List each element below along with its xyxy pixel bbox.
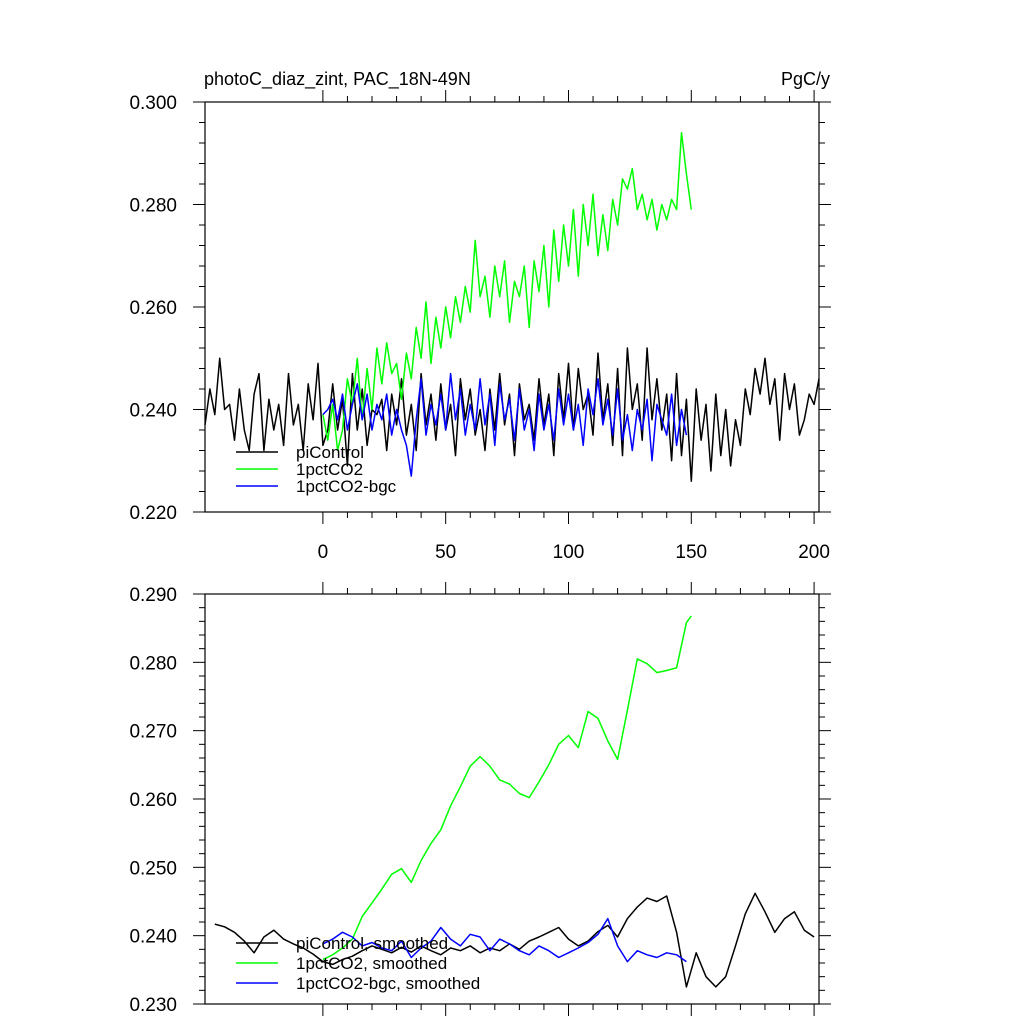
panel-top-series xyxy=(204,132,820,482)
y-tick-label: 0.260 xyxy=(129,790,177,811)
panel-top-title: photoC_diaz_zint, PAC_18N-49N xyxy=(204,69,471,90)
panel-top-tick-labels: 0 50 100 150 200 0.220 0.240 0.260 0.280 0.300 xyxy=(129,93,829,563)
panel-top: photoC_diaz_zint, PAC_18N-49N PgC/y 0 50 1… xyxy=(129,69,831,563)
y-tick-label: 0.220 xyxy=(129,503,177,524)
series-line-2 xyxy=(322,372,688,477)
panel-bottom-tick-labels: 0.230 0.240 0.250 0.260 0.270 0.280 0.290 xyxy=(129,585,177,1016)
series-line-2 xyxy=(322,917,687,963)
y-tick-label: 0.250 xyxy=(129,858,177,879)
x-tick-label: 0 xyxy=(318,542,329,563)
y-tick-label: 0.260 xyxy=(129,298,177,319)
y-tick-label: 0.270 xyxy=(129,722,177,743)
x-tick-label: 100 xyxy=(553,542,585,563)
panel-top-units: PgC/y xyxy=(781,69,830,89)
x-tick-label: 200 xyxy=(798,542,830,563)
y-tick-label: 0.240 xyxy=(129,927,177,948)
y-tick-label: 0.230 xyxy=(129,995,177,1016)
legend-label: 1pctCO2, smoothed xyxy=(296,954,447,973)
legend-label: piControl, smoothed xyxy=(296,934,448,953)
y-tick-label: 0.280 xyxy=(129,196,177,217)
x-tick-label: 50 xyxy=(435,542,456,563)
panel-bottom: 0.230 0.240 0.250 0.260 0.270 0.280 0.290 piCo… xyxy=(129,582,831,1016)
panel-bottom-series xyxy=(214,615,815,988)
panel-top-ticks xyxy=(193,90,831,524)
legend-label: 1pctCO2-bgc, smoothed xyxy=(296,974,480,993)
y-tick-label: 0.240 xyxy=(129,401,177,422)
panel-bottom-ticks xyxy=(193,582,831,1016)
series-line-1 xyxy=(322,615,692,961)
legend-label: 1pctCO2-bgc xyxy=(296,477,397,496)
x-tick-label: 150 xyxy=(675,542,707,563)
y-tick-label: 0.300 xyxy=(129,93,177,114)
y-tick-label: 0.290 xyxy=(129,585,177,606)
series-line-1 xyxy=(322,132,693,452)
y-tick-label: 0.280 xyxy=(129,653,177,674)
legend-label: 1pctCO2 xyxy=(296,460,363,479)
legend-label: piControl xyxy=(296,443,364,462)
